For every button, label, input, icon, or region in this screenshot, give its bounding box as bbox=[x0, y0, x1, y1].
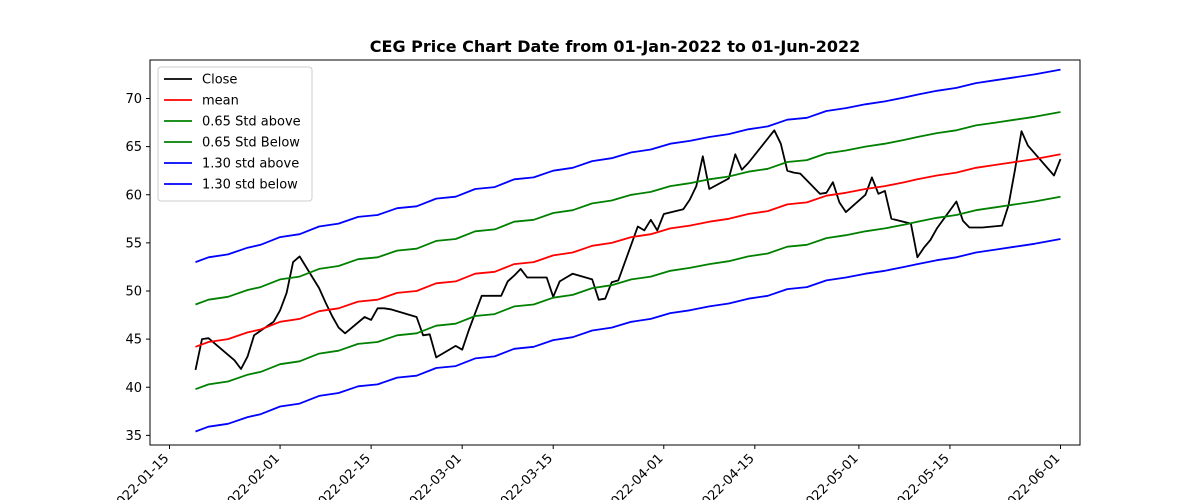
x-tick-label: 2022-03-01 bbox=[401, 451, 465, 500]
y-tick-label: 55 bbox=[125, 236, 142, 251]
series-line-0-65-std-below bbox=[195, 195, 1061, 391]
legend-label-0-65-std-below: 0.65 Std Below bbox=[202, 136, 300, 151]
x-tick-label: 2022-02-15 bbox=[310, 451, 374, 500]
legend-label-mean: mean bbox=[202, 94, 239, 109]
x-tick-label: 2022-02-01 bbox=[219, 451, 283, 500]
legend-box bbox=[157, 66, 313, 202]
x-tick-label: 2022-03-15 bbox=[492, 451, 556, 500]
x-tick-label: 2022-01-15 bbox=[108, 451, 172, 500]
y-tick-label: 70 bbox=[125, 92, 142, 107]
y-tick-label: 65 bbox=[125, 140, 142, 155]
y-tick-label: 60 bbox=[125, 188, 142, 203]
series-line-1-30-std-above bbox=[195, 68, 1061, 263]
x-tick-label: 2022-05-01 bbox=[798, 451, 862, 500]
y-tick-label: 50 bbox=[125, 285, 142, 300]
x-tick-label: 2022-04-15 bbox=[694, 451, 758, 500]
series-line-mean bbox=[195, 153, 1061, 348]
x-axis: 2022-01-15 2022-02-01 2022-02-15 2022-03-01… bbox=[108, 445, 1063, 500]
legend-label-close: Close bbox=[202, 73, 237, 88]
x-tick-label: 2022-06-01 bbox=[999, 451, 1063, 500]
y-tick-label: 45 bbox=[125, 333, 142, 348]
axes-frame bbox=[149, 59, 1081, 446]
y-tick-label: 35 bbox=[125, 429, 142, 444]
legend-label-1-30-std-below: 1.30 std below bbox=[202, 178, 298, 193]
legend-label-0-65-std-above: 0.65 Std above bbox=[202, 115, 301, 130]
x-tick-label: 2022-04-01 bbox=[603, 451, 667, 500]
x-tick-label: 2022-05-15 bbox=[889, 451, 953, 500]
chart-title: CEG Price Chart Date from 01-Jan-2022 to… bbox=[370, 37, 860, 56]
series-line-0-65-std-above bbox=[195, 111, 1061, 306]
legend-label-1-30-std-above: 1.30 std above bbox=[202, 157, 299, 172]
series-line-1-30-std-below bbox=[195, 238, 1061, 433]
y-axis: 35 40 45 50 55 60 65 70 bbox=[125, 92, 150, 444]
series-line-close bbox=[194, 129, 1062, 371]
legend: Close mean 0.65 Std above 0.65 Std Below 1.3… bbox=[157, 66, 313, 202]
plot-lines bbox=[194, 68, 1062, 433]
y-tick-label: 40 bbox=[125, 381, 142, 396]
